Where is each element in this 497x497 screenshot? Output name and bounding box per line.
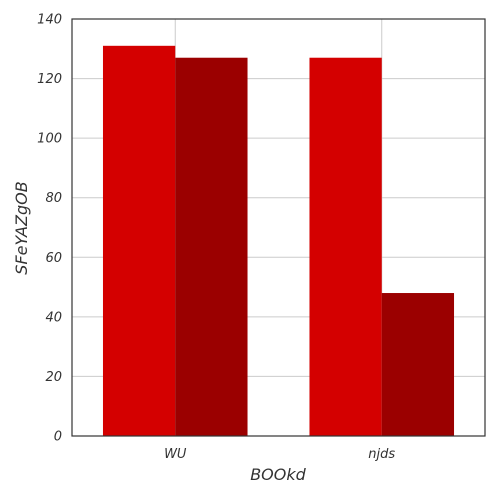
y-tick-label: 100 xyxy=(37,132,62,147)
bars xyxy=(102,45,455,437)
bar-series-2-njds xyxy=(381,293,455,436)
x-tick-label: njds xyxy=(368,447,395,462)
y-tick-label: 140 xyxy=(37,13,62,28)
y-tick-label: 40 xyxy=(45,310,62,325)
x-axis-label: BOOkd xyxy=(250,465,306,484)
y-tick-label: 0 xyxy=(54,430,62,445)
y-tick-label: 120 xyxy=(37,72,62,87)
y-tick-label: 60 xyxy=(45,251,62,266)
y-axis-label: SFeYAZgOB xyxy=(12,181,31,274)
bar-series-1-WU xyxy=(102,45,176,437)
bar-series-1-njds xyxy=(309,57,382,436)
bar-series-2-WU xyxy=(175,57,248,436)
y-tick-label: 20 xyxy=(45,370,62,385)
y-tick-labels: 0 20 40 60 80 100 120 140 xyxy=(37,13,62,445)
x-tick-labels: WU njds xyxy=(164,447,395,462)
y-tick-label: 80 xyxy=(45,191,62,206)
x-tick-label: WU xyxy=(164,447,187,462)
plot-frame xyxy=(71,18,486,437)
